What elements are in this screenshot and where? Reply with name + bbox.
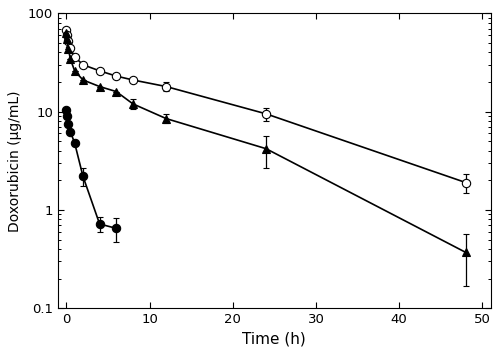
X-axis label: Time (h): Time (h) bbox=[242, 332, 306, 347]
Y-axis label: Doxorubicin (μg/mL): Doxorubicin (μg/mL) bbox=[8, 90, 22, 231]
